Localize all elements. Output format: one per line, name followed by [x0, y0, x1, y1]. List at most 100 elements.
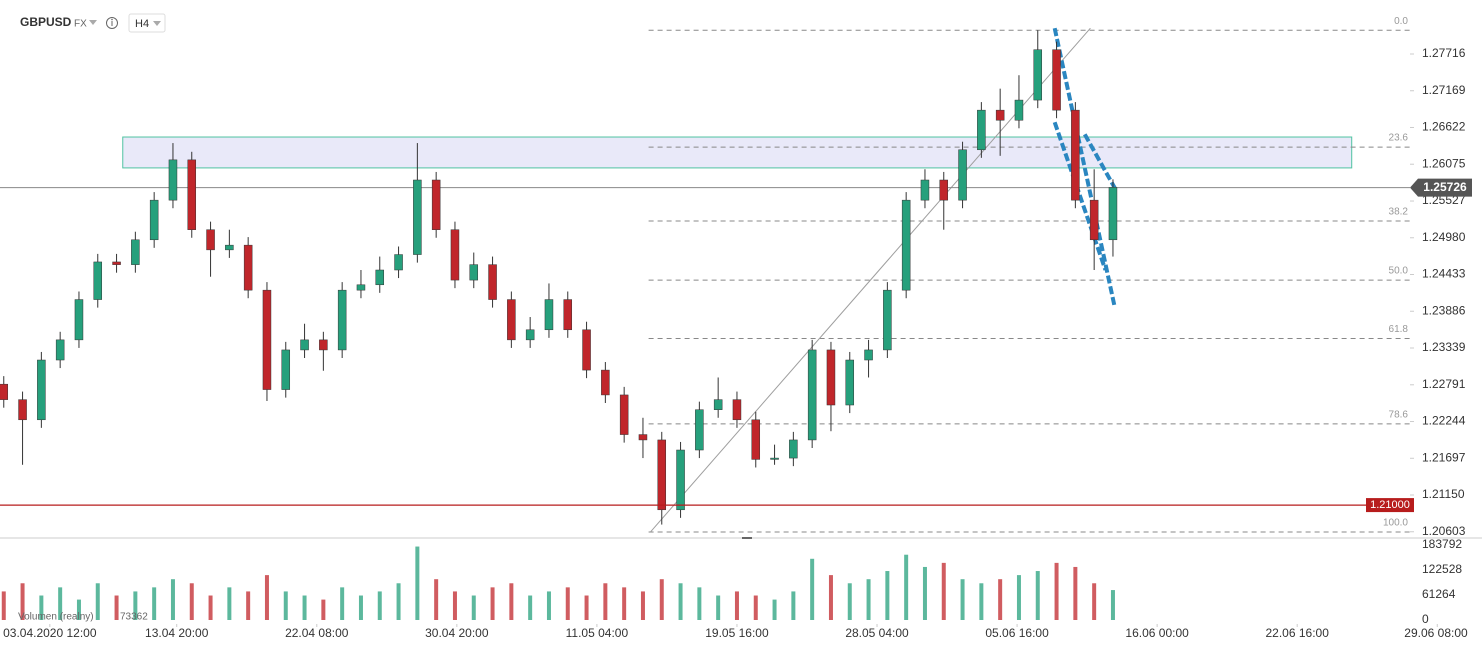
- y-tick-label: 1.25527: [1422, 193, 1466, 207]
- volume-bar: [377, 591, 382, 620]
- timeframe-box[interactable]: [128, 13, 166, 33]
- candle-body: [262, 289, 272, 390]
- candle-body: [225, 244, 234, 251]
- y-tick-label: 1.26075: [1422, 156, 1466, 170]
- x-tick-label: 28.05 04:00: [845, 626, 909, 640]
- candle-body: [563, 299, 573, 331]
- volume-bar: [1110, 590, 1115, 620]
- volume-bar: [58, 587, 63, 620]
- timeframe[interactable]: H4: [135, 18, 149, 30]
- fib-label: 50.0: [1389, 266, 1409, 277]
- volume-bar: [1054, 562, 1059, 620]
- level-tag: [1366, 498, 1414, 513]
- candle-body: [807, 349, 817, 441]
- candle-body: [826, 349, 836, 406]
- candle-body: [131, 239, 140, 265]
- candle-body: [488, 264, 497, 300]
- candle-body: [657, 439, 667, 511]
- y-tick-label: 1.24980: [1422, 230, 1466, 244]
- volume-bar: [283, 591, 288, 620]
- y-tick-label: 1.20603: [1422, 524, 1466, 538]
- volume-bar: [358, 595, 363, 620]
- volume-bar: [170, 579, 175, 620]
- candle-body: [431, 179, 441, 230]
- y-tick-label: 1.22244: [1422, 414, 1466, 428]
- volume-bar: [753, 595, 758, 620]
- candle-body: [1052, 49, 1061, 111]
- candle-body: [413, 179, 422, 255]
- candle-body: [37, 359, 46, 421]
- volume-bar: [302, 595, 307, 620]
- volume-tick-label: 0: [1422, 612, 1429, 626]
- y-tick-label: 1.27169: [1422, 83, 1466, 97]
- candle-body: [93, 261, 103, 300]
- candle-body: [469, 264, 479, 281]
- trendline: [1052, 27, 1117, 309]
- volume-bar: [114, 595, 119, 620]
- volume-bar: [584, 595, 589, 620]
- candle-body: [695, 409, 704, 451]
- x-tick-label: 30.04 20:00: [425, 626, 489, 640]
- market: FX: [74, 19, 87, 30]
- volume-bar: [1092, 583, 1097, 620]
- y-tick-label: 1.21150: [1422, 487, 1465, 501]
- fib-label: 38.2: [1389, 207, 1409, 218]
- candle-body: [394, 254, 403, 271]
- volume-bar: [678, 583, 683, 620]
- timeframe-dropdown[interactable]: [153, 21, 161, 26]
- volume-bar: [76, 599, 81, 620]
- x-tick-label: 05.06 16:00: [985, 626, 1049, 640]
- y-tick-label: 1.23886: [1422, 303, 1466, 317]
- support-zone: [122, 136, 1353, 169]
- trendline: [1083, 133, 1117, 190]
- candle-body: [206, 229, 215, 251]
- candle-body: [149, 199, 159, 241]
- volume-bar: [471, 595, 476, 620]
- candle-body: [168, 159, 178, 201]
- candle-body: [55, 339, 65, 361]
- volume-bar: [622, 587, 627, 620]
- candle-body: [337, 289, 347, 351]
- y-tick-label: 1.23339: [1422, 340, 1466, 354]
- candle-body: [995, 109, 1005, 121]
- candle-body: [958, 149, 967, 201]
- volume-tick-label: 61264: [1422, 587, 1456, 601]
- volume-bar: [39, 595, 44, 620]
- fib-label: 0.0: [1394, 16, 1408, 27]
- plot: 1.27716 1.27169 1.26622 1.26075 1.25527 1.249…: [0, 30, 1472, 640]
- info-icon[interactable]: [106, 17, 118, 29]
- volume-bar: [152, 587, 157, 620]
- last-price-tag: [1410, 178, 1472, 197]
- volume-bar: [922, 566, 927, 620]
- last-price-label: 1.25726: [1423, 180, 1467, 194]
- candle-body: [601, 369, 610, 396]
- candle-body: [751, 419, 761, 460]
- candle-body: [582, 329, 591, 371]
- symbol[interactable]: GBPUSD: [20, 15, 72, 29]
- market-dropdown[interactable]: [89, 20, 97, 25]
- x-tick-label: 13.04 20:00: [145, 626, 209, 640]
- x-tick-label: 22.06 16:00: [1265, 626, 1329, 640]
- x-tick-label: 03.04.2020 12:00: [3, 626, 97, 640]
- volume-bar: [847, 583, 852, 620]
- candle-body: [1033, 49, 1043, 101]
- volume-bar: [791, 591, 796, 620]
- fib-label: 100.0: [1383, 518, 1408, 529]
- candle-body: [619, 394, 629, 435]
- volume-bar: [490, 587, 495, 620]
- level-label: 1.21000: [1370, 499, 1410, 511]
- volume-bar: [866, 579, 871, 620]
- candle-body: [883, 289, 892, 351]
- volume-bar: [546, 591, 551, 620]
- candle-body: [319, 339, 328, 351]
- candle-body: [507, 299, 516, 341]
- volume-bar: [452, 591, 457, 620]
- volume-bar: [885, 571, 890, 620]
- candle-body: [789, 439, 798, 459]
- trendline: [1052, 121, 1108, 271]
- candle-body: [243, 244, 253, 291]
- volume-bar: [528, 595, 533, 620]
- fib-label: 61.8: [1389, 324, 1409, 335]
- volume-bar: [434, 579, 439, 620]
- volume-bar: [979, 583, 984, 620]
